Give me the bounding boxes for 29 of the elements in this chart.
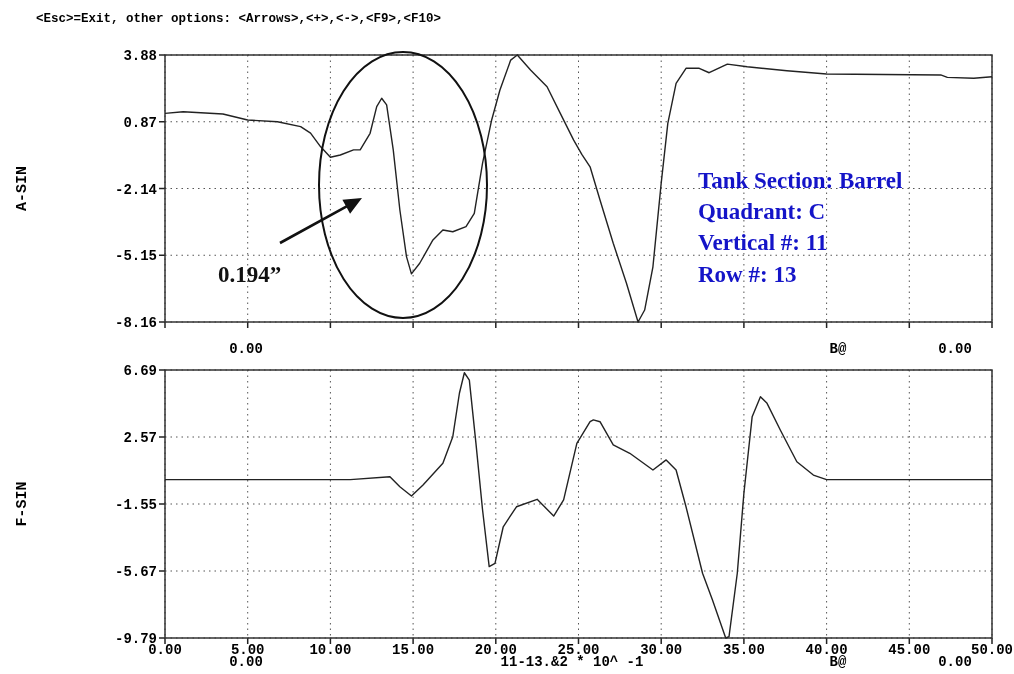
x-tick-label: 15.00 bbox=[392, 642, 435, 658]
x-tick-label: 45.00 bbox=[888, 642, 931, 658]
y-tick-label: -2.14 bbox=[114, 181, 157, 198]
text: B@ bbox=[829, 341, 847, 357]
annotation: Vertical #: 11 bbox=[698, 230, 828, 255]
chart-title: <Esc>=Exit, other options: <Arrows>,<+>,<->,<F9>,<F10> bbox=[36, 12, 442, 26]
y-tick-label: 2.57 bbox=[123, 430, 157, 446]
text: 0.00 bbox=[938, 341, 972, 357]
annotation: Quadrant: C bbox=[698, 199, 826, 224]
y-tick-label: 3.88 bbox=[123, 48, 157, 64]
x-tick-label: 10.00 bbox=[309, 642, 352, 658]
text: 0.00 bbox=[938, 654, 972, 670]
x-tick-label: 50.00 bbox=[970, 642, 1014, 658]
text: B@ bbox=[829, 654, 847, 670]
text: 0.00 bbox=[229, 341, 263, 357]
y-axis-title: A-SIN bbox=[14, 165, 31, 212]
x-tick-label: 35.00 bbox=[722, 642, 765, 658]
y-tick-label: -5.67 bbox=[114, 564, 157, 580]
annotation: 0.194” bbox=[218, 262, 282, 287]
text: 0.00 bbox=[229, 654, 263, 670]
annotation: Row #: 13 bbox=[698, 262, 797, 287]
y-tick-label: -5.15 bbox=[114, 248, 157, 265]
annotation: Tank Section: Barrel bbox=[698, 168, 903, 193]
y-tick-label: 6.69 bbox=[123, 363, 157, 379]
y-tick-label: -1.55 bbox=[114, 497, 157, 513]
x-tick-label: 0.00 bbox=[148, 642, 182, 658]
y-axis-title: F-SIN bbox=[14, 481, 31, 527]
y-tick-label: -8.16 bbox=[114, 315, 157, 331]
y-tick-label: 0.87 bbox=[123, 114, 157, 131]
